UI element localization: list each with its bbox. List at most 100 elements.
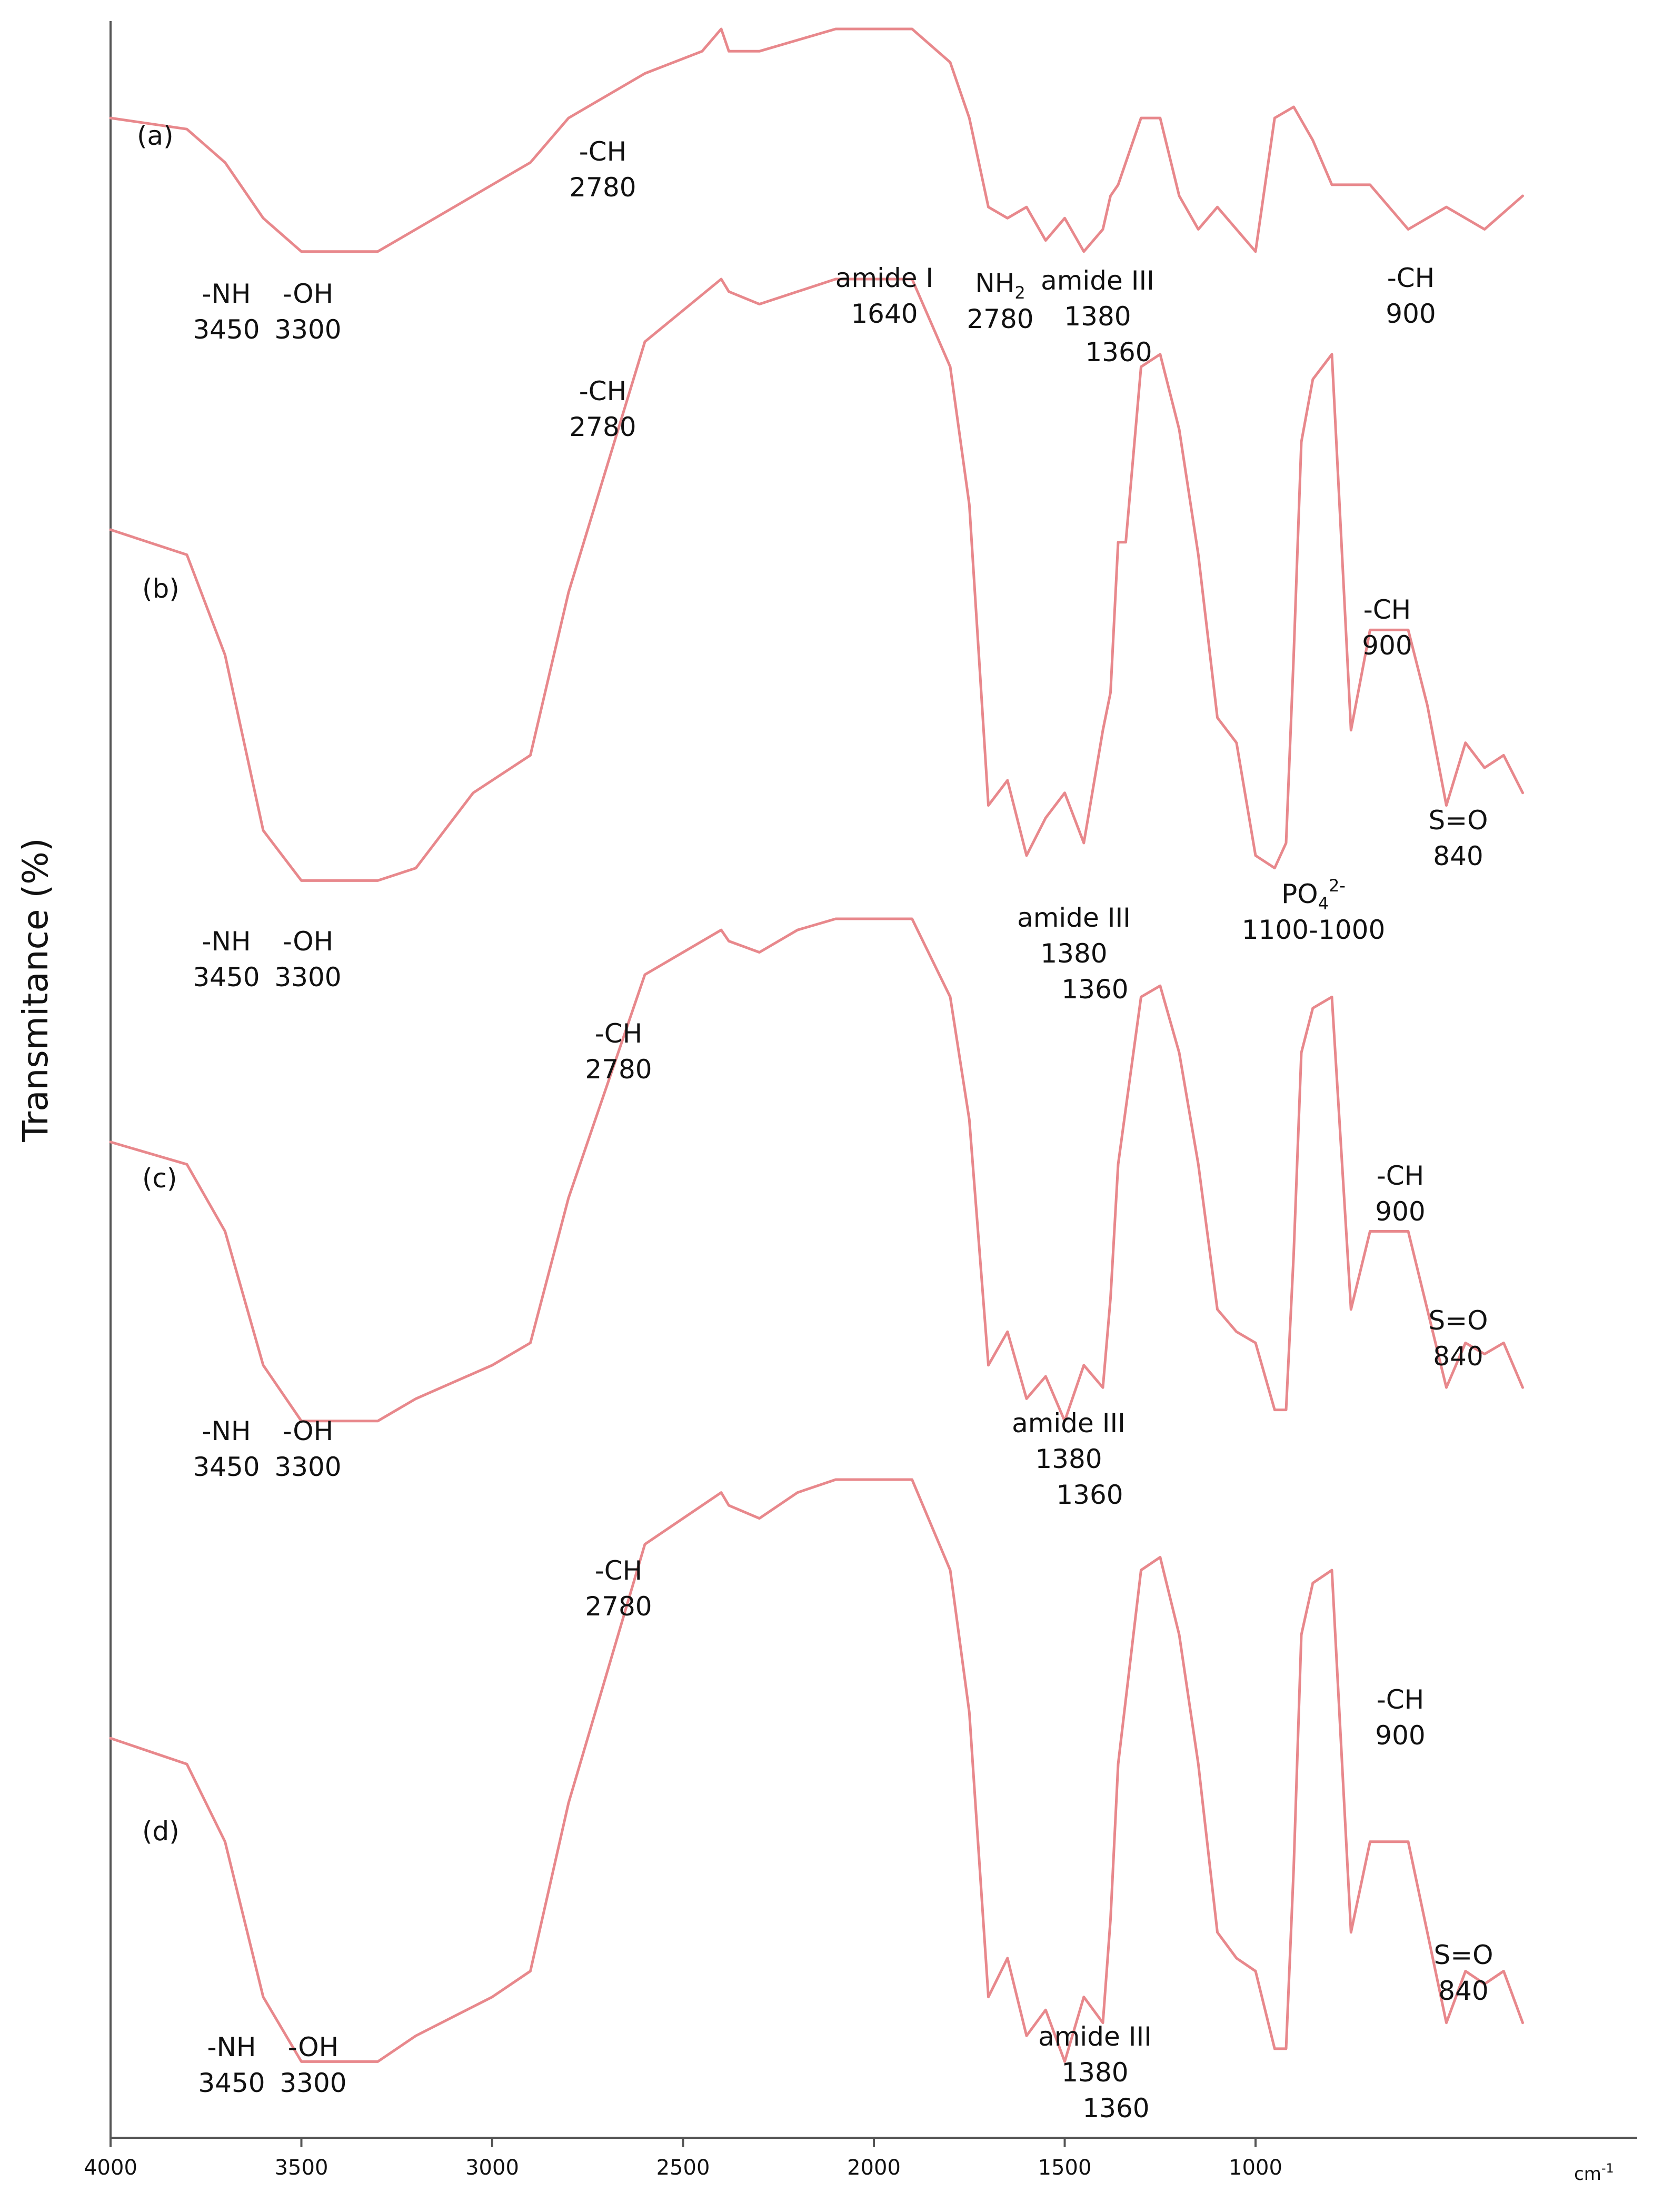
peak-wavenumber: 1380 xyxy=(1040,938,1107,969)
peak-name: -CH xyxy=(1363,594,1411,625)
peak-wavenumber: 900 xyxy=(1362,630,1412,661)
peak-name: -OH xyxy=(283,926,333,957)
traces xyxy=(109,27,1524,2063)
peak-annotation: -NH 3450 xyxy=(193,1416,260,1482)
peak-name: -OH xyxy=(288,2032,338,2062)
peak-name: -CH xyxy=(1387,263,1435,293)
x-unit-exponent: -1 xyxy=(1601,2161,1614,2176)
peak-wavenumber-2: 1360 xyxy=(1056,1480,1123,1510)
subscript: 2 xyxy=(1014,283,1025,303)
peak-annotation: -NH 3450 xyxy=(193,279,260,345)
panel-label: (c) xyxy=(142,1163,177,1194)
peak-wavenumber: 1380 xyxy=(1064,301,1131,332)
y-axis-label: Transmitance (%) xyxy=(15,838,56,1142)
peak-name: amide III xyxy=(1017,902,1131,933)
peak-annotation: amide III 1380 1360 xyxy=(1041,265,1154,368)
panel-label: (d) xyxy=(142,1816,180,1847)
peak-name: S=O xyxy=(1429,805,1488,836)
peak-name: -CH xyxy=(1377,1160,1425,1191)
peak-wavenumber: 3450 xyxy=(198,2068,265,2098)
x-tick-label: 1500 xyxy=(1038,2156,1092,2180)
peak-wavenumber: 840 xyxy=(1438,1976,1488,2006)
peak-wavenumber: 900 xyxy=(1375,1196,1425,1227)
peak-annotation: -OH 3300 xyxy=(274,1416,341,1482)
peak-name: -OH xyxy=(283,1416,333,1446)
peak-wavenumber-2: 1360 xyxy=(1085,337,1152,368)
peak-wavenumber-2: 1360 xyxy=(1082,2093,1149,2124)
x-tick-label: 2500 xyxy=(656,2156,710,2180)
peak-annotation: -CH 900 xyxy=(1386,263,1436,329)
peak-name: -CH xyxy=(579,136,627,167)
peak-annotation: S=O 840 xyxy=(1429,805,1488,871)
x-tick-label: 3500 xyxy=(275,2156,328,2180)
peak-wavenumber: 2780 xyxy=(569,412,636,442)
peak-annotation: amide III 1380 1360 xyxy=(1038,2021,1152,2124)
peak-name: -NH xyxy=(202,1416,251,1446)
x-tick-label: 2000 xyxy=(847,2156,901,2180)
spectrum-line-b xyxy=(109,277,1524,882)
peak-annotation: -OH 3300 xyxy=(274,279,341,345)
peak-name: -CH xyxy=(579,376,627,406)
peak-annotation: -CH 2780 xyxy=(569,376,636,442)
peak-wavenumber: 1380 xyxy=(1061,2057,1128,2088)
peak-wavenumber: 1380 xyxy=(1035,1444,1102,1474)
peak-annotation: -NH 3450 xyxy=(193,926,260,993)
peak-wavenumber: 2780 xyxy=(585,1054,652,1085)
peak-wavenumber: 1640 xyxy=(851,299,918,329)
peak-name: S=O xyxy=(1434,1940,1493,1970)
peak-name: S=O xyxy=(1429,1305,1488,1336)
peak-name: NH2 xyxy=(975,268,1025,303)
peak-name: -NH xyxy=(202,279,251,309)
superscript: 2- xyxy=(1329,876,1346,896)
peak-name: amide III xyxy=(1038,2021,1152,2052)
x-tick-label: 3000 xyxy=(465,2156,519,2180)
peak-annotation: -CH 2780 xyxy=(585,1555,652,1622)
panel-label: (a) xyxy=(137,121,174,151)
peak-annotation: amide III 1380 1360 xyxy=(1017,902,1131,1005)
peak-name: -OH xyxy=(283,279,333,309)
panel-label: (b) xyxy=(142,573,180,604)
peak-name: amide III xyxy=(1041,265,1154,296)
labels: (a) (b) (c) (d) -NH 3450 -OH 3300 -CH 2780 amide I… xyxy=(137,121,1493,2124)
x-tick-label: 4000 xyxy=(84,2156,137,2180)
peak-annotation: -OH 3300 xyxy=(274,926,341,993)
peak-name: amide III xyxy=(1012,1408,1126,1439)
peak-annotation: S=O 840 xyxy=(1429,1305,1488,1372)
peak-wavenumber: 2780 xyxy=(569,172,636,203)
peak-annotation: amide III 1380 1360 xyxy=(1012,1408,1126,1510)
peak-annotation: amide I 1640 xyxy=(835,263,933,329)
peak-name: -NH xyxy=(207,2032,256,2062)
peak-wavenumber: 3450 xyxy=(193,314,260,345)
peak-wavenumber: 900 xyxy=(1386,299,1436,329)
peak-annotation: -CH 2780 xyxy=(585,1018,652,1085)
peak-name: PO42- xyxy=(1281,876,1346,914)
peak-annotation: -CH 2780 xyxy=(569,136,636,203)
peak-wavenumber: 3300 xyxy=(274,1452,341,1482)
peak-annotation: S=O 840 xyxy=(1434,1940,1493,2006)
x-unit-label: cm-1 xyxy=(1574,2161,1614,2185)
peak-name: -CH xyxy=(595,1555,643,1586)
peak-wavenumber-2: 1360 xyxy=(1061,974,1128,1005)
spectrum-line-a xyxy=(109,27,1524,253)
peak-wavenumber: 3300 xyxy=(274,314,341,345)
peak-name: -CH xyxy=(1377,1684,1425,1715)
peak-wavenumber: 840 xyxy=(1433,841,1483,871)
peak-wavenumber: 3300 xyxy=(274,962,341,993)
peak-wavenumber: 840 xyxy=(1433,1341,1483,1372)
peak-wavenumber: 3450 xyxy=(193,962,260,993)
peak-wavenumber: 1100-1000 xyxy=(1242,915,1386,945)
peak-wavenumber: 3300 xyxy=(280,2068,346,2098)
peak-name: -NH xyxy=(202,926,251,957)
peak-name: amide I xyxy=(835,263,933,293)
peak-annotation: -CH 900 xyxy=(1375,1160,1425,1227)
peak-annotation: PO42-1100-1000 xyxy=(1242,876,1386,945)
peak-wavenumber: 900 xyxy=(1375,1720,1425,1751)
peak-wavenumber: 2780 xyxy=(585,1591,652,1622)
peak-annotation: -CH 900 xyxy=(1375,1684,1425,1751)
subscript: 4 xyxy=(1318,894,1329,914)
peak-annotation: -CH 900 xyxy=(1362,594,1412,661)
spectrum-line-c xyxy=(109,917,1524,1423)
peak-annotation: -OH 3300 xyxy=(280,2032,346,2098)
